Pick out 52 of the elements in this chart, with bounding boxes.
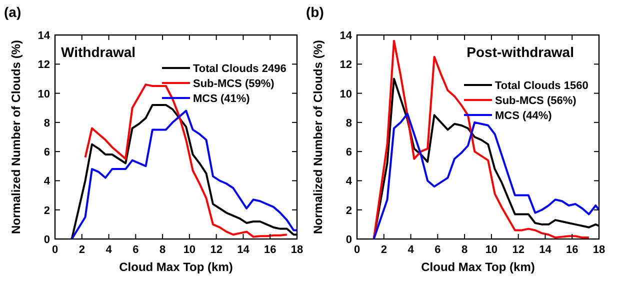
x-tick-label: 2 <box>380 244 387 256</box>
x-tick-label: 10 <box>485 244 498 256</box>
y-axis-title: Normalized Number of Clouds (%) <box>311 40 325 234</box>
y-tick-label: 6 <box>346 146 352 159</box>
x-tick-label: 0 <box>52 244 58 256</box>
y-tick-label: 8 <box>346 117 352 130</box>
legend-label: Total Clouds 2496 <box>193 63 286 75</box>
chart-title: (b) <box>306 4 324 20</box>
x-tick-label: 18 <box>592 244 606 256</box>
y-tick-label: 8 <box>44 117 50 130</box>
y-tick-label: 12 <box>38 59 50 72</box>
y-tick-label: 14 <box>38 30 51 42</box>
x-tick-label: 16 <box>264 244 276 256</box>
y-tick-label: 10 <box>340 88 352 100</box>
chart-title: (a) <box>4 4 22 20</box>
x-tick-label: 6 <box>434 244 441 256</box>
legend-label: Sub-MCS (59%) <box>193 78 275 90</box>
x-tick-label: 6 <box>132 244 139 256</box>
legend-label: MCS (41%) <box>193 93 250 105</box>
x-tick-label: 8 <box>461 244 468 256</box>
annotation: Post-withdrawal <box>466 44 574 60</box>
legend-label: Sub-MCS (56%) <box>495 95 577 107</box>
x-tick-label: 0 <box>354 244 360 256</box>
y-tick-label: 10 <box>38 88 50 100</box>
annotation: Withdrawal <box>61 44 136 60</box>
y-tick-label: 2 <box>44 204 50 217</box>
y-tick-label: 12 <box>340 59 352 72</box>
y-axis-title: Normalized Number of Clouds (%) <box>9 40 23 234</box>
y-tick-label: 4 <box>44 176 51 188</box>
y-tick-label: 6 <box>44 146 50 159</box>
legend-label: Total Clouds 1560 <box>495 80 588 92</box>
y-tick-label: 0 <box>346 234 352 246</box>
x-tick-label: 8 <box>159 244 166 256</box>
x-tick-label: 14 <box>237 244 250 256</box>
x-tick-label: 18 <box>290 244 304 256</box>
line-series <box>372 40 590 240</box>
y-tick-label: 4 <box>346 176 353 188</box>
legend-label: MCS (44%) <box>495 110 552 122</box>
line-series <box>372 112 600 240</box>
y-tick-label: 0 <box>44 234 50 246</box>
x-axis-title: Cloud Max Top (km) <box>119 260 233 274</box>
x-tick-label: 4 <box>106 244 113 256</box>
y-tick-label: 2 <box>346 204 352 217</box>
x-tick-label: 12 <box>512 244 524 256</box>
x-tick-label: 4 <box>408 244 415 256</box>
y-tick-label: 14 <box>340 30 353 42</box>
x-tick-label: 12 <box>210 244 222 256</box>
x-tick-label: 14 <box>539 244 552 256</box>
x-tick-label: 10 <box>183 244 196 256</box>
x-tick-label: 2 <box>78 244 85 256</box>
x-tick-label: 16 <box>566 244 578 256</box>
x-axis-title: Cloud Max Top (km) <box>421 260 535 274</box>
